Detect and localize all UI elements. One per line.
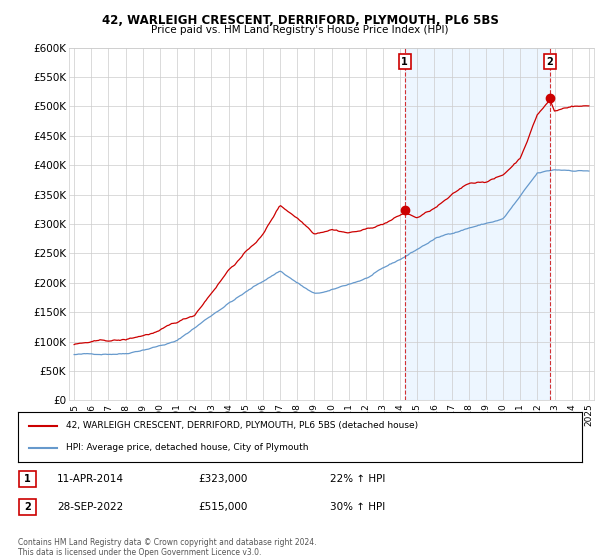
Text: 28-SEP-2022: 28-SEP-2022	[57, 502, 123, 512]
Text: 42, WARLEIGH CRESCENT, DERRIFORD, PLYMOUTH, PL6 5BS (detached house): 42, WARLEIGH CRESCENT, DERRIFORD, PLYMOU…	[66, 421, 418, 430]
Text: £323,000: £323,000	[198, 474, 247, 484]
Text: 30% ↑ HPI: 30% ↑ HPI	[330, 502, 385, 512]
FancyBboxPatch shape	[19, 471, 36, 487]
Text: HPI: Average price, detached house, City of Plymouth: HPI: Average price, detached house, City…	[66, 444, 308, 452]
Text: 42, WARLEIGH CRESCENT, DERRIFORD, PLYMOUTH, PL6 5BS: 42, WARLEIGH CRESCENT, DERRIFORD, PLYMOU…	[101, 14, 499, 27]
Text: 1: 1	[401, 57, 408, 67]
Text: 11-APR-2014: 11-APR-2014	[57, 474, 124, 484]
Bar	[405, 48, 550, 400]
Text: £515,000: £515,000	[198, 502, 247, 512]
Text: 22% ↑ HPI: 22% ↑ HPI	[330, 474, 385, 484]
Text: 2: 2	[24, 502, 31, 512]
Text: 1: 1	[24, 474, 31, 484]
Text: Contains HM Land Registry data © Crown copyright and database right 2024.
This d: Contains HM Land Registry data © Crown c…	[18, 538, 317, 557]
FancyBboxPatch shape	[19, 499, 36, 515]
Text: Price paid vs. HM Land Registry's House Price Index (HPI): Price paid vs. HM Land Registry's House …	[151, 25, 449, 35]
Text: 2: 2	[547, 57, 553, 67]
